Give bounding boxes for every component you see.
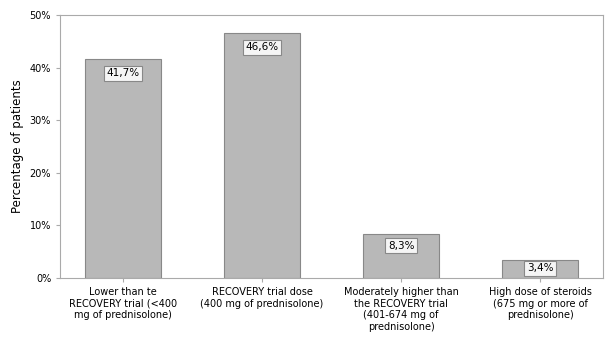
- Bar: [224, 33, 300, 278]
- Text: 46,6%: 46,6%: [246, 43, 279, 52]
- Y-axis label: Percentage of patients: Percentage of patients: [11, 80, 24, 213]
- Text: 41,7%: 41,7%: [106, 68, 139, 78]
- Text: 8,3%: 8,3%: [388, 241, 414, 251]
- Text: 3,4%: 3,4%: [527, 263, 553, 273]
- Bar: [85, 59, 161, 278]
- Bar: [363, 234, 439, 278]
- Bar: [502, 260, 578, 278]
